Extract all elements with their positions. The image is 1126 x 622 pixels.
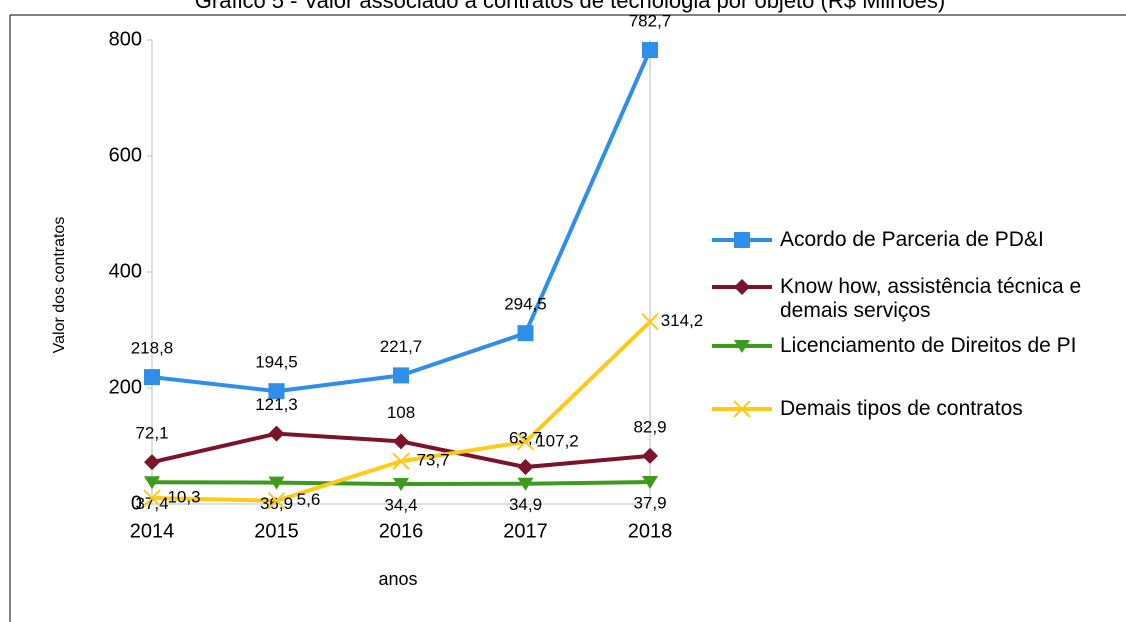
data-label: 218,8 — [131, 339, 174, 358]
data-label: 82,9 — [633, 417, 666, 436]
data-label: 121,3 — [255, 395, 298, 414]
data-label: 107,2 — [536, 431, 579, 450]
data-label: 10,3 — [167, 488, 200, 507]
data-label: 63,7 — [509, 429, 542, 448]
marker — [393, 478, 409, 492]
x-axis-label: anos — [378, 569, 417, 589]
marker — [517, 459, 534, 476]
x-tick-label: 2016 — [379, 520, 424, 542]
data-label: 782,7 — [629, 12, 672, 31]
marker — [268, 476, 285, 490]
y-axis-label: Valor dos contratos — [51, 217, 68, 354]
legend-label: Know how, assistência técnica e demais s… — [780, 275, 1082, 322]
data-label: 34,4 — [384, 496, 417, 515]
marker — [641, 313, 659, 331]
data-label: 37,4 — [135, 494, 168, 513]
data-label: 73,7 — [416, 451, 449, 470]
legend-label: Acordo de Parceria de PD&I — [780, 228, 1044, 251]
marker — [144, 476, 160, 490]
data-label: 37,9 — [633, 494, 666, 513]
x-tick-label: 2015 — [254, 520, 299, 542]
data-label: 5,6 — [297, 490, 321, 509]
marker — [393, 367, 409, 384]
marker — [268, 383, 285, 400]
data-label: 221,7 — [380, 337, 423, 356]
legend-label: Demais tipos de contratos — [780, 397, 1023, 420]
marker — [516, 433, 535, 451]
marker — [642, 447, 658, 464]
marker — [143, 489, 161, 507]
marker — [267, 492, 286, 510]
marker — [734, 279, 750, 295]
data-label: 72,1 — [135, 424, 168, 443]
x-tick-label: 2014 — [130, 520, 175, 542]
data-label: 294,5 — [504, 295, 547, 314]
marker — [734, 340, 750, 353]
legend-label: Licenciamento de Direitos de PI — [780, 334, 1077, 357]
y-tick-label: 600 — [109, 144, 142, 166]
marker — [144, 369, 160, 386]
y-tick-label: 200 — [109, 376, 142, 398]
marker — [642, 42, 658, 59]
marker — [734, 232, 750, 248]
marker — [268, 425, 285, 442]
data-label: 36,9 — [260, 494, 293, 513]
x-tick-label: 2017 — [503, 520, 548, 542]
data-label: 194,5 — [255, 353, 298, 372]
y-tick-label: 400 — [109, 260, 142, 282]
marker — [642, 476, 658, 490]
data-label: 34,9 — [509, 495, 542, 514]
data-label: 314,2 — [661, 311, 704, 330]
data-label: 108 — [387, 403, 415, 422]
marker — [144, 454, 160, 471]
chart-title: Gráfico 5 - Valor associado a contratos … — [195, 0, 945, 13]
marker — [517, 325, 534, 342]
marker — [517, 477, 534, 491]
y-tick-label: 0 — [131, 492, 142, 514]
marker — [392, 452, 410, 470]
x-tick-label: 2018 — [628, 520, 673, 542]
marker — [393, 433, 409, 450]
y-tick-label: 800 — [109, 28, 142, 50]
marker — [733, 400, 751, 418]
